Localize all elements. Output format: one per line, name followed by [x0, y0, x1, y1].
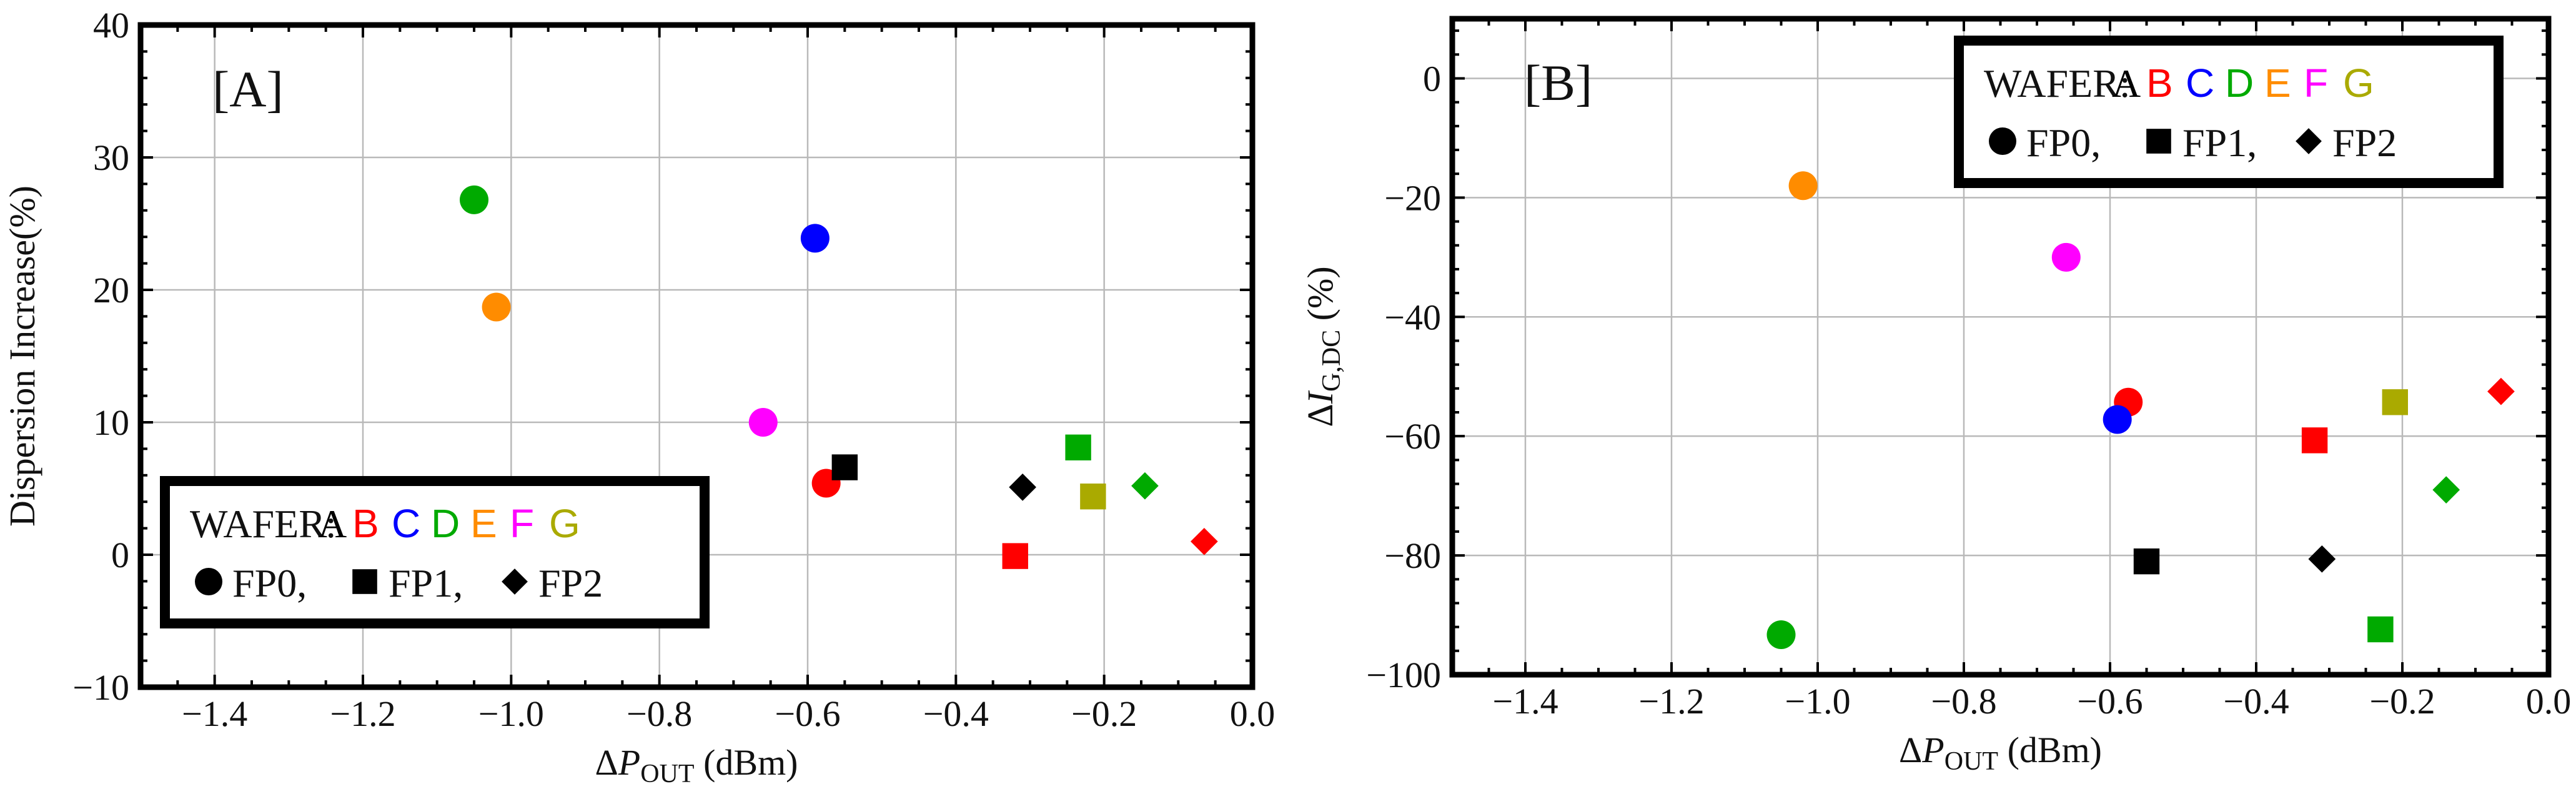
panel-b-point-d-fp2 — [2432, 476, 2460, 504]
panel-a-point-d-fp1 — [1065, 434, 1091, 460]
legend-marker-label-1: FP1, — [2182, 121, 2257, 165]
panel-a-y-tick-label: 20 — [93, 270, 129, 310]
panel-a-y-tick-label: 0 — [111, 535, 129, 575]
panel-a-point-b-fp1 — [1002, 543, 1028, 569]
panel-b-point-a-fp1 — [2133, 548, 2160, 575]
panel-a-point-c-fp0 — [800, 224, 830, 253]
legend-circle-icon — [1989, 127, 2016, 155]
panel-a-x-tick-label: −1.4 — [182, 693, 247, 734]
panel-b-x-tick-label: −1.0 — [1785, 681, 1850, 722]
legend-marker-label-2: FP2 — [2332, 121, 2397, 165]
legend-wafer-g: G — [549, 501, 580, 546]
panel-b-points — [1766, 171, 2515, 650]
panel-b-point-a-fp2 — [2308, 545, 2336, 573]
legend-wafer-f: F — [510, 501, 534, 546]
panel-a-x-tick-label: −1.0 — [478, 693, 544, 734]
panel-a-point-f-fp0 — [748, 408, 778, 437]
panel-a-y-tick-label: 40 — [93, 5, 129, 46]
legend-wafer-g: G — [2343, 61, 2374, 106]
legend-wafer-a: A — [318, 502, 347, 546]
legend-marker-label-0: FP0, — [232, 561, 307, 605]
legend-marker-label-2: FP2 — [538, 561, 603, 605]
panel-a-x-tick-label: −1.2 — [330, 693, 395, 734]
panel-a-frame — [137, 22, 1256, 690]
panel-b-x-tick-label: −0.4 — [2223, 681, 2289, 722]
panel-b-point-d-fp0 — [1766, 620, 1796, 650]
panel-b-point-g-fp1 — [2382, 389, 2408, 415]
legend-wafer-f: F — [2304, 61, 2328, 106]
panel-a-point-e-fp0 — [482, 292, 511, 322]
legend-wafer-label: WAFER: — [190, 502, 337, 546]
panel-b-y-tick-label: −80 — [1384, 535, 1441, 576]
panel-a-tag: [A] — [212, 61, 284, 117]
panel-a-point-b-fp2 — [1191, 527, 1218, 555]
legend-wafer-d: D — [2225, 61, 2254, 106]
legend-wafer-label: WAFER: — [1984, 61, 2131, 106]
panel-b-x-tick-label: 0.0 — [2526, 681, 2572, 722]
panel-a-y-tick-label: −10 — [72, 667, 129, 708]
panel-a-point-d-fp2 — [1131, 472, 1159, 500]
legend-circle-icon — [195, 568, 222, 595]
legend-diamond-icon — [2296, 128, 2322, 154]
panel-a-y-tick-label: 10 — [93, 402, 129, 443]
panel-a-x-tick-label: −0.4 — [923, 693, 989, 734]
panel-b-y-axis-label: ΔIG,DC (%) — [1300, 266, 1346, 427]
panel-a-x-tick-label: −0.6 — [775, 693, 840, 734]
panel-a-point-a-fp2 — [1009, 474, 1036, 501]
legend-square-icon — [352, 569, 377, 594]
panel-a-x-tick-label: −0.8 — [627, 693, 692, 734]
panel-a-x-tick-label: −0.2 — [1071, 693, 1137, 734]
panel-a-point-a-fp1 — [831, 454, 858, 480]
legend-marker-label-0: FP0, — [2026, 121, 2101, 165]
legend-wafer-c: C — [2186, 61, 2214, 106]
legend-wafer-c: C — [392, 501, 420, 546]
panel-b-y-tick-label: −100 — [1366, 655, 1441, 695]
legend-wafer-b: B — [352, 501, 379, 546]
panel-b-x-tick-label: −1.4 — [1492, 681, 1558, 722]
panel-a-legend: WAFER:A B C D E F G FP0, FP1, FP2 — [160, 476, 710, 628]
panel-a-y-axis-label: Dispersion Increase(%) — [2, 186, 42, 527]
legend-diamond-icon — [502, 568, 528, 595]
panel-b-chart: −1.4 −1.2 −1.0 −0.8 −0.6 −0.4 −0.2 0.0 −100 −80 −6… — [1300, 16, 2572, 776]
panel-b-y-tick-label: −40 — [1384, 297, 1441, 337]
legend-wafer-e: E — [2264, 61, 2291, 106]
legend-square-icon — [2146, 129, 2171, 154]
legend-wafer-d: D — [431, 501, 460, 546]
panel-b-tag: [B] — [1524, 54, 1592, 111]
panel-a-grid — [141, 25, 1252, 687]
panel-a-x-tick-label: 0.0 — [1230, 693, 1276, 734]
legend-wafer-b: B — [2146, 61, 2173, 106]
panel-b-x-axis-label: ΔPOUT (dBm) — [1899, 730, 2102, 776]
legend-wafer-a: A — [2112, 61, 2141, 106]
panel-b-y-tick-label: −20 — [1384, 177, 1441, 218]
panel-b-point-b-fp1 — [2301, 427, 2328, 454]
panel-b-x-tick-label: −1.2 — [1638, 681, 1704, 722]
panel-a-point-d-fp0 — [460, 185, 488, 214]
panel-b-legend: WAFER:A B C D E F G FP0, FP1, FP2 — [1954, 36, 2504, 188]
panel-b-point-d-fp1 — [2367, 616, 2394, 643]
legend-marker-label-1: FP1, — [389, 561, 463, 605]
panel-a-points — [460, 185, 1218, 569]
panel-a-y-tick-label: 30 — [93, 137, 129, 178]
panel-b-point-c-fp0 — [2103, 405, 2132, 434]
panel-b-x-tick-label: −0.2 — [2369, 681, 2435, 722]
legend-wafer-e: E — [470, 501, 497, 546]
panel-b-point-e-fp0 — [1788, 171, 1818, 201]
panel-b-y-tick-label: −60 — [1384, 416, 1441, 457]
panel-b-point-f-fp0 — [2051, 242, 2081, 272]
panel-b-y-tick-label: 0 — [1423, 58, 1441, 99]
panel-b-x-tick-label: −0.8 — [1931, 681, 1996, 722]
panel-a-chart: −1.4 −1.2 −1.0 −0.8 −0.6 −0.4 −0.2 0.0 −10 0 10 20 3… — [2, 5, 1275, 788]
panel-a-point-g-fp1 — [1080, 484, 1106, 510]
panel-a-x-axis-label: ΔPOUT (dBm) — [595, 742, 798, 788]
panel-b-frame — [1449, 16, 2552, 678]
panel-b-x-tick-label: −0.6 — [2077, 681, 2143, 722]
panel-b-point-b-fp2 — [2487, 377, 2515, 405]
